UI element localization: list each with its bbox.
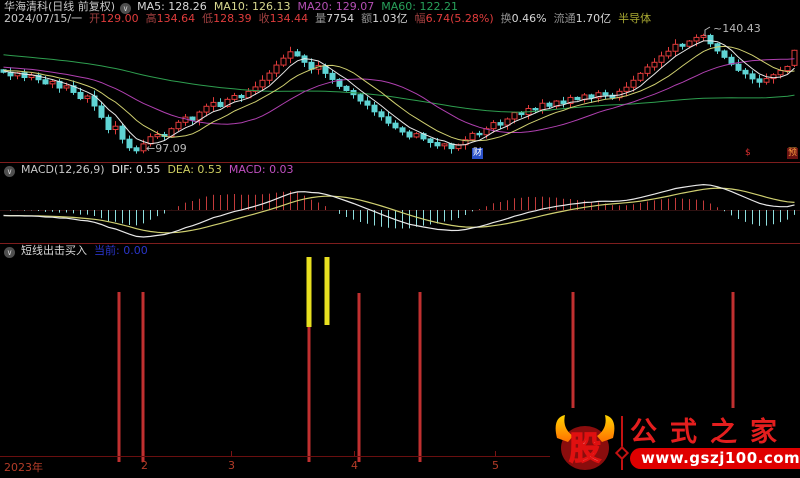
text-token: 华海清科(日线 前复权) [4,0,116,13]
bull-icon: 股 [554,414,616,472]
text-token: 额 [361,12,373,25]
chart-title-row: 华海清科(日线 前复权) ∨ MA5: 128.26 MA10: 126.13 MA20… [4,1,465,14]
svg-text:股: 股 [569,430,601,466]
text-token: 换 [500,12,512,25]
macd-layer [3,183,795,238]
collapse-icon[interactable]: ∨ [4,166,15,177]
price-annotations: ←97.09 ~140.43 [146,22,761,155]
signal-panel-title[interactable]: ∨ 短线出击买入 当前: 0.00 [4,245,155,258]
text-token: MACD: 0.03 [228,163,294,176]
text-token: DIF: 0.55 [111,163,161,176]
candles-layer [0,33,798,154]
signal-bars-layer [117,257,735,462]
text-token: 128.39 [213,12,252,25]
text-token: 7754 [326,12,355,25]
text-token: 当前: 0.00 [94,244,148,257]
text-token: 134.64 [156,12,196,25]
text-token: 量 [315,12,327,25]
macd-panel-title[interactable]: ∨ MACD(12,26,9) DIF: 0.55 DEA: 0.53 MACD: 0.… [4,164,301,177]
text-token: MA20: 129.07 [297,0,375,13]
event-marker[interactable]: 财 [472,148,484,159]
text-token: MA60: 122.21 [381,0,458,13]
diamond-icon [614,445,630,461]
text-token: 6.74(5.28%) [425,12,494,25]
svg-text:←97.09: ←97.09 [146,142,187,155]
axis-date-label: 4 [351,459,358,472]
panel-separators [0,162,800,244]
axis-date-label: 2023年 [4,461,43,474]
quote-info-row: 2024/07/15/一 开129.00 高134.64 低128.39 收134.44… [4,13,658,25]
ma-lines [3,40,795,146]
text-token: 开 [89,12,101,25]
axis-date-label: 2 [141,459,148,472]
svg-text:~140.43: ~140.43 [713,22,761,35]
text-token: 0.46% [511,12,547,25]
text-token: 半导体 [618,12,652,25]
collapse-icon[interactable]: ∨ [4,247,15,258]
text-token: 收 [258,12,270,25]
brand-text: 公式之家 [630,416,790,447]
text-token: MACD(12,26,9) [21,163,105,176]
text-token: 短线出击买入 [21,244,87,257]
text-token: 1.70亿 [575,12,612,25]
event-marker[interactable]: $ [745,148,751,158]
text-token: MA10: 126.13 [213,0,291,13]
website-url-badge: www.gszj100.com [630,447,800,469]
text-token: DEA: 0.53 [167,163,222,176]
text-token: 134.44 [269,12,309,25]
event-marker[interactable]: 预 [787,148,799,159]
text-token: MA5: 128.26 [137,0,207,13]
collapse-icon[interactable]: ∨ [120,3,132,14]
axis-layer [0,451,800,457]
text-token: 2024/07/15/一 [4,12,83,25]
gszj-logo: 股 公式之家 www.gszj100.com [550,408,800,478]
axis-date-label: 5 [492,459,499,472]
text-token: 低 [202,12,214,25]
text-token: 1.03亿 [372,12,408,25]
logo-divider [614,416,630,470]
text-token: 幅 [414,12,426,25]
text-token: 129.00 [100,12,139,25]
axis-date-label: 3 [228,459,235,472]
text-token: 高 [145,12,157,25]
text-token: 流通 [553,12,576,25]
